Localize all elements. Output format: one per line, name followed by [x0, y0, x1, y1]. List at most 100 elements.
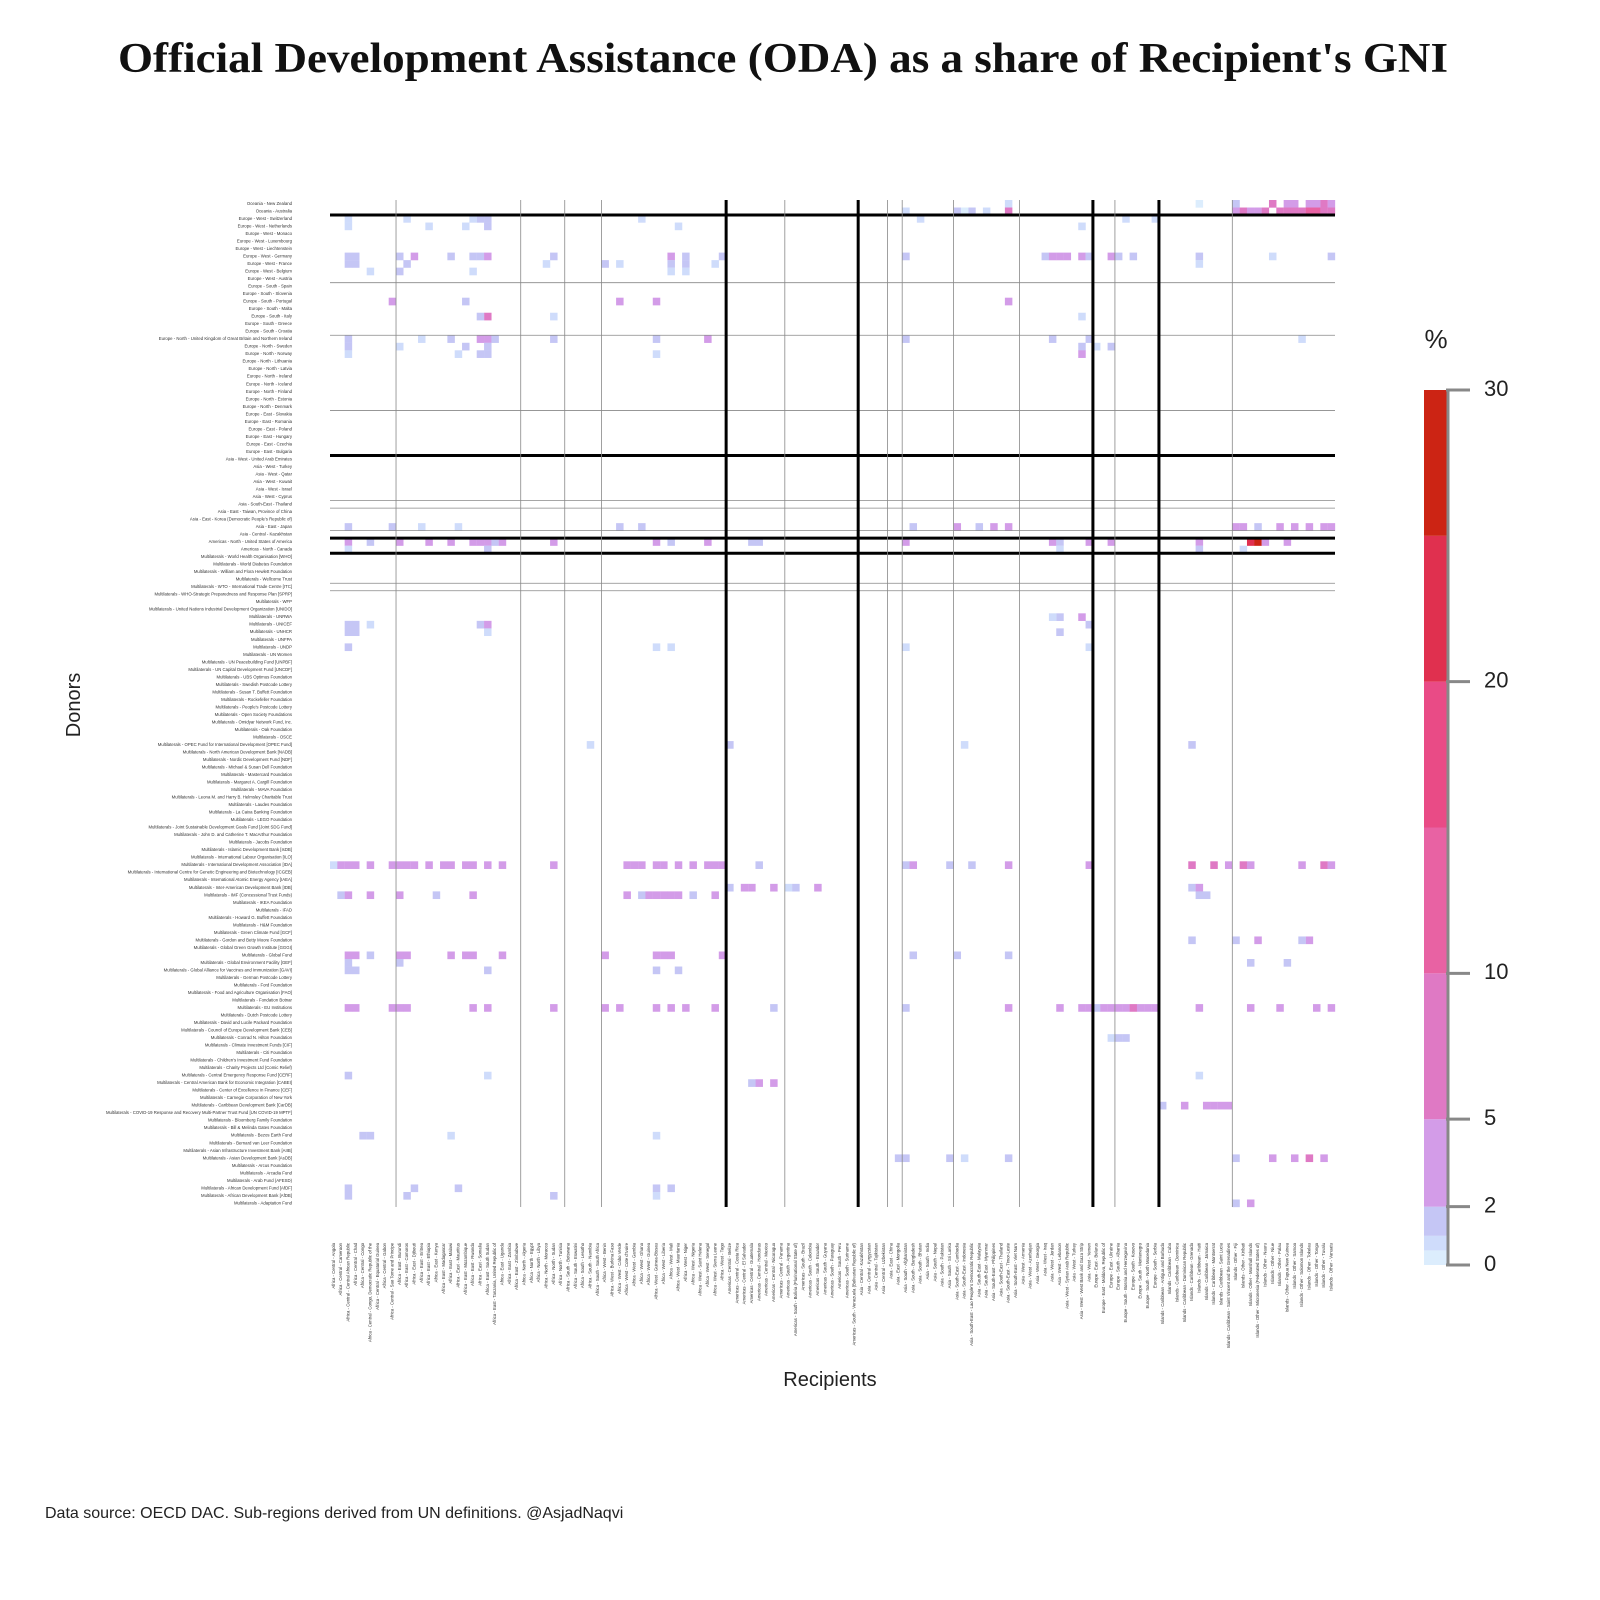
recipient-label: Africa - East - Somalia	[478, 1242, 483, 1285]
donor-label: Europe - West - Netherlands	[238, 223, 292, 228]
donor-label: Asia - East - Taiwan, Province of China	[218, 509, 293, 514]
heatmap-cell	[1100, 1004, 1108, 1012]
heatmap-cell	[1151, 215, 1160, 223]
donor-label: Multilaterals - Mastercard Foundation	[221, 772, 293, 777]
heatmap-cell	[1085, 335, 1094, 343]
recipient-label: Americas - South - Paraguay	[830, 1242, 835, 1298]
heatmap-cell	[1107, 252, 1116, 261]
heatmap-cell	[1122, 1034, 1130, 1042]
category-labels: Oceania - New Zealand Oceania - Australia…	[106, 201, 1334, 1348]
recipient-label: Americas - Central - Nicaragua	[771, 1242, 776, 1302]
y-axis-title: Donors	[63, 673, 85, 737]
donor-label: Multilaterals - UBS Optimus Foundation	[217, 674, 293, 679]
donor-label: Multilaterals - Asian Development Bank […	[203, 1155, 292, 1160]
recipient-label: Asia - Central - Kazakhstan	[859, 1242, 864, 1295]
recipient-label: Americas - Central - Belize	[727, 1242, 732, 1294]
heatmap-cell	[1312, 1004, 1321, 1012]
heatmap-cell	[484, 1004, 492, 1012]
heatmap-cell	[337, 861, 345, 869]
donor-label: Multilaterals - UNFPA	[251, 637, 292, 642]
heatmap-cell	[344, 342, 353, 351]
heatmap-cell	[718, 951, 727, 960]
donor-label: Multilaterals - Bezos Earth Fund	[231, 1133, 293, 1138]
recipient-label: Europe - South - Serbia	[1152, 1242, 1157, 1288]
donor-label: Multilaterals - LEGO Foundation	[231, 817, 293, 822]
heatmap-cell	[366, 951, 375, 960]
recipient-label: Africa - East - Rwanda	[470, 1242, 475, 1286]
heatmap-cell	[1129, 252, 1138, 261]
heatmap-cell	[755, 1079, 763, 1087]
recipient-label: Africa - West - Niger	[683, 1242, 688, 1281]
heatmap-cell	[1254, 523, 1262, 531]
recipient-label: Asia - South-East - Lao People's Democra…	[969, 1242, 974, 1346]
donor-label: Multilaterals - Global Alliance for Vacc…	[164, 967, 292, 972]
heatmap-cell	[894, 1154, 903, 1163]
recipient-label: Africa - Central - Chad	[353, 1242, 358, 1285]
donor-label: Europe - North - Denmark	[243, 404, 293, 409]
heatmap-cell	[1320, 207, 1328, 216]
heatmap-cell	[1092, 342, 1101, 351]
donor-label: Multilaterals - UNHCR	[250, 629, 292, 634]
recipient-label: Islands - Caribbean - Dominican Republic	[1182, 1242, 1187, 1322]
recipient-label: Asia - West - Georgia	[1035, 1242, 1040, 1284]
donor-label: Multilaterals - OSCE	[253, 734, 292, 739]
recipient-label: Africa - South - Lesotho	[580, 1242, 585, 1288]
heatmap-cell	[660, 891, 668, 900]
donor-label: Europe - North - Lithuania	[243, 359, 293, 364]
recipient-label: Americas - South - Peru	[837, 1242, 842, 1288]
heatmap-cell	[1195, 260, 1204, 268]
heatmap-cell	[1261, 207, 1270, 216]
heatmap-cell	[1085, 538, 1094, 546]
heatmap-cell	[454, 523, 463, 531]
heatmap-cell	[359, 1131, 367, 1140]
recipient-label: Europe - South - Kosovo	[1130, 1242, 1135, 1290]
heatmap-cell	[484, 966, 492, 975]
recipient-label: Asia - Central - Tajikistan	[874, 1242, 879, 1290]
donor-label: Europe - North - Sweden	[244, 344, 292, 349]
donor-label: Asia - East - Japan	[256, 524, 293, 529]
heatmap-cell	[1305, 207, 1314, 216]
recipient-label: Africa - East - Madagascar	[441, 1242, 446, 1293]
donor-label: Europe - South - Malta	[249, 306, 293, 311]
recipient-label: Asia - South-East - Timor-Leste	[1006, 1242, 1011, 1303]
recipient-label: Africa - North - Algeria	[522, 1242, 527, 1285]
heatmap-cell	[469, 538, 477, 546]
donor-label: Asia - West - Qatar	[256, 471, 293, 476]
recipient-label: Africa - West - Mali	[668, 1243, 673, 1279]
heatmap-cell	[982, 207, 991, 216]
recipient-label: Africa - East - Ethiopia	[426, 1242, 431, 1285]
heatmap-cell	[1232, 1199, 1240, 1208]
heatmap-cell	[1004, 523, 1013, 531]
recipient-label: Africa - East - Comoros	[404, 1243, 409, 1288]
heatmap-cell	[396, 861, 404, 869]
heatmap-cell	[344, 215, 353, 223]
recipient-label: Americas - South - Argentina	[786, 1242, 791, 1298]
donor-label: Multilaterals - Arcus Foundation	[232, 1163, 293, 1168]
donor-label: Multilaterals - Bernard van Leer Foundat…	[209, 1140, 292, 1145]
heatmap-cell	[352, 628, 360, 637]
donor-label: Europe - South - Italy	[251, 314, 292, 319]
heatmap-cell	[1305, 936, 1314, 945]
donor-label: Multilaterals - UNDP	[253, 644, 292, 649]
heatmap-cell	[447, 861, 455, 869]
donor-label: Europe - North - Latvia	[249, 366, 293, 371]
heatmap-cell	[344, 891, 353, 900]
colorbar-segment	[1424, 681, 1448, 828]
heatmap-cell	[1276, 523, 1284, 531]
heatmap-cell	[1188, 741, 1196, 749]
recipient-label: Africa - Central - Cameroon	[338, 1242, 343, 1295]
heatmap-cell	[652, 1131, 661, 1140]
heatmap-cell	[990, 523, 998, 531]
heatmap-cell	[616, 523, 624, 531]
recipient-label: Asia - South-East - Indonesia	[962, 1242, 967, 1298]
heatmap-cell	[1268, 200, 1277, 208]
heatmap-cell	[953, 523, 962, 531]
heatmap-cell	[711, 1004, 719, 1012]
recipient-label: Africa - East - Mauritius	[456, 1243, 461, 1288]
heatmap-cell	[1085, 1004, 1094, 1012]
heatmap-cell	[704, 861, 712, 869]
heatmap-cell	[1283, 200, 1292, 208]
heatmap-cell	[652, 335, 661, 343]
donor-label: Multilaterals - MAVA Foundation	[231, 787, 292, 792]
heatmap-cell	[960, 741, 969, 749]
